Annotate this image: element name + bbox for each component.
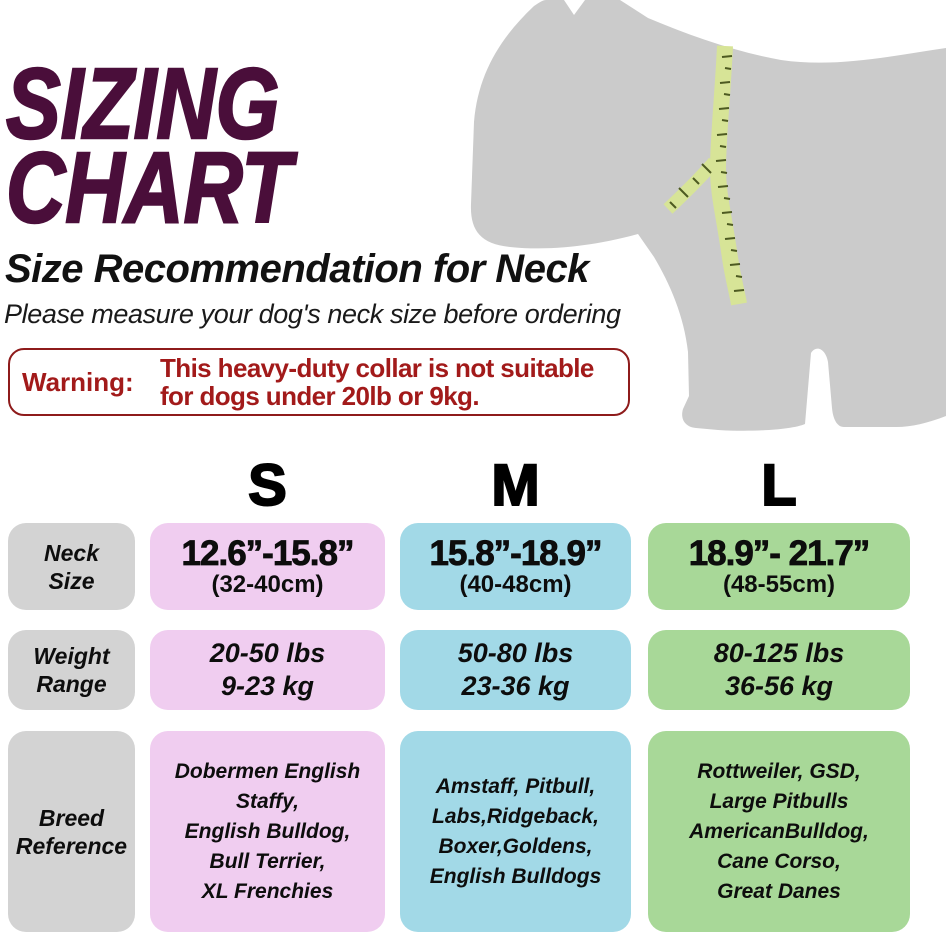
breed-list-s: Dobermen English Staffy, English Bulldog… — [174, 759, 361, 903]
column-header-l: L — [760, 453, 797, 518]
column-header-s: S — [247, 453, 288, 518]
warning-message-line1: This heavy-duty collar is not suitable — [160, 353, 594, 383]
tape-tick-marks — [669, 55, 745, 292]
neck-size-l-inches: 18.9”- 21.7” — [688, 534, 870, 573]
measuring-tape-icon — [663, 45, 747, 306]
weight-s-lbs: 20-50 lbs — [209, 638, 326, 668]
warning-message-line2: for dogs under 20lb or 9kg. — [160, 381, 480, 411]
neck-size-cell-m: 15.8”-18.9” (40-48cm) — [400, 523, 631, 610]
breed-cell-m: Amstaff, Pitbull, Labs,Ridgeback, Boxer,… — [400, 731, 631, 932]
row-label-breed-reference: Breed Reference — [8, 731, 135, 932]
weight-s-kg: 9-23 kg — [220, 671, 315, 701]
weight-m-lbs: 50-80 lbs — [457, 638, 574, 668]
weight-m-kg: 23-36 kg — [461, 671, 570, 701]
page-title-line2: CHART — [5, 132, 293, 244]
neck-size-s-cm: (32-40cm) — [211, 571, 324, 598]
weight-l-lbs: 80-125 lbs — [713, 638, 845, 668]
warning-label: Warning: — [22, 366, 134, 397]
warning-message: This heavy-duty collar is not suitable f… — [160, 354, 594, 410]
dog-silhouette — [470, 0, 946, 431]
weight-cell-m: 50-80 lbs 23-36 kg — [400, 630, 631, 710]
neck-size-cell-l: 18.9”- 21.7” (48-55cm) — [648, 523, 910, 610]
breed-cell-s: Dobermen English Staffy, English Bulldog… — [150, 731, 385, 932]
breed-list-l: Rottweiler, GSD, Large Pitbulls American… — [689, 759, 869, 903]
neck-size-m-cm: (40-48cm) — [459, 571, 572, 598]
breed-list-m: Amstaff, Pitbull, Labs,Ridgeback, Boxer,… — [429, 774, 602, 888]
page-title-line1: SIZING — [5, 48, 280, 160]
weight-cell-s: 20-50 lbs 9-23 kg — [150, 630, 385, 710]
dog-illustration — [470, 0, 946, 431]
row-label-neck-size: Neck Size — [8, 523, 135, 610]
row-label-weight-range: Weight Range — [8, 630, 135, 710]
weight-l-kg: 36-56 kg — [724, 671, 834, 701]
neck-size-cell-s: 12.6”-15.8” (32-40cm) — [150, 523, 385, 610]
neck-size-s-inches: 12.6”-15.8” — [181, 534, 355, 573]
neck-size-m-inches: 15.8”-18.9” — [429, 534, 603, 573]
weight-cell-l: 80-125 lbs 36-56 kg — [648, 630, 910, 710]
warning-box: Warning: This heavy-duty collar is not s… — [8, 348, 630, 416]
breed-cell-l: Rottweiler, GSD, Large Pitbulls American… — [648, 731, 910, 932]
neck-size-l-cm: (48-55cm) — [722, 571, 836, 598]
measure-note: Please measure your dog's neck size befo… — [4, 299, 621, 329]
page-title: SIZING CHART — [5, 48, 293, 244]
page-subtitle: Size Recommendation for Neck — [5, 247, 589, 291]
column-header-m: M — [490, 453, 540, 518]
